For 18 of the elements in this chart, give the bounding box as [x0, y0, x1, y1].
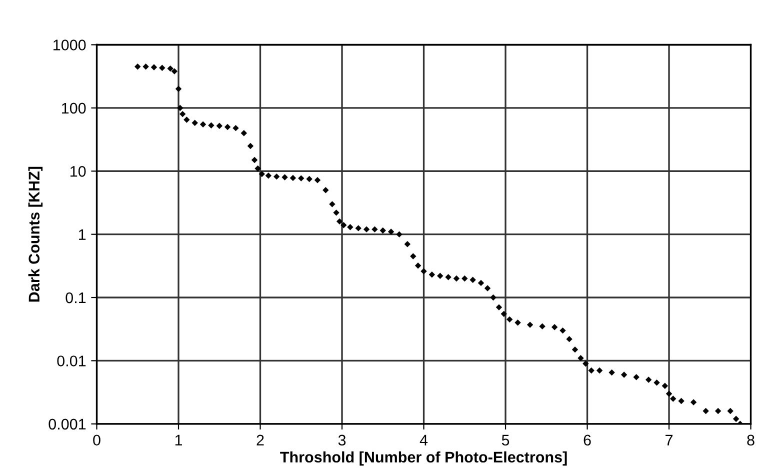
- x-tick-label: 2: [256, 434, 264, 446]
- x-tick-label: 3: [338, 434, 346, 446]
- y-tick-label: 1000: [54, 40, 86, 50]
- y-axis-title: Dark Counts [KHZ]: [28, 166, 43, 302]
- x-tick-label: 4: [420, 434, 428, 446]
- x-tick-label: 5: [502, 434, 510, 446]
- x-axis-title: Throshold [Number of Photo-Electrons]: [280, 451, 567, 466]
- y-tick-label: 0.01: [57, 356, 86, 366]
- x-tick-label: 1: [175, 434, 182, 446]
- y-tick-label: 100: [62, 102, 86, 114]
- x-tick-label: 7: [666, 434, 673, 446]
- y-tick-label: 0.1: [66, 292, 86, 304]
- x-tick-label: 0: [93, 434, 100, 446]
- x-tick-label: 6: [584, 434, 591, 446]
- y-tick-label: 0.001: [48, 418, 86, 430]
- y-tick-label: 1: [79, 229, 86, 240]
- x-tick-label: 8: [747, 434, 754, 446]
- y-tick-label: 10: [70, 166, 86, 177]
